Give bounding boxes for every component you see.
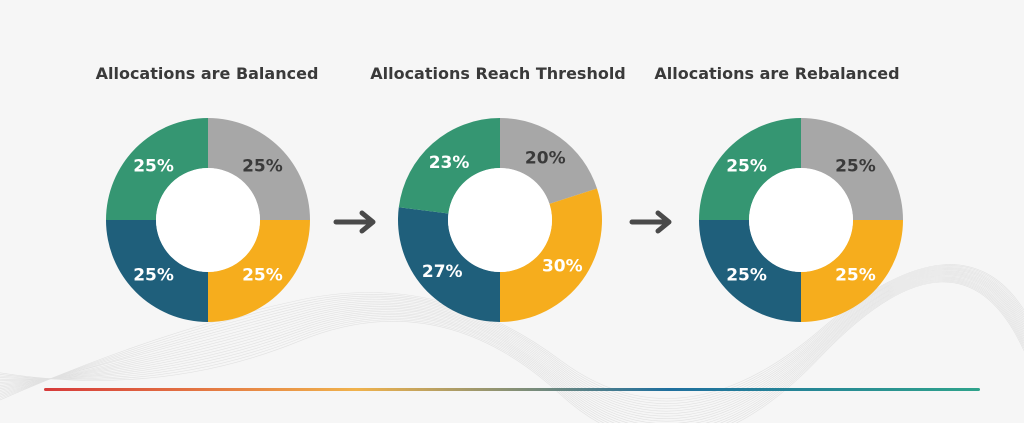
slice-label: 25% — [133, 157, 174, 177]
donut-slice — [106, 118, 208, 220]
wave-line — [0, 275, 1024, 423]
wave-line — [0, 272, 1024, 419]
wave-line — [0, 281, 1024, 423]
slice-label: 25% — [133, 265, 174, 285]
wave-line — [0, 264, 1024, 401]
wave-line — [0, 280, 1024, 423]
donut-chart-2: 20% 30% 27% 23% — [398, 118, 602, 322]
chart-title-rebalanced: Allocations are Rebalanced — [654, 64, 900, 83]
wave-line — [0, 267, 1024, 407]
slice-label: 25% — [242, 265, 283, 285]
wave-line — [0, 273, 1024, 422]
wave-line — [0, 269, 1024, 412]
arrow-right-icon — [629, 210, 672, 234]
donut-hole — [749, 168, 853, 272]
slice-label: 25% — [835, 157, 876, 177]
donut-hole — [448, 168, 552, 272]
donut-slice — [699, 118, 801, 220]
arrow-right-icon — [333, 210, 376, 234]
donut-slice — [500, 188, 602, 322]
wave-line — [0, 268, 1024, 409]
donut-slice — [801, 220, 903, 322]
donut-slice — [398, 207, 500, 322]
slice-label: 30% — [542, 256, 583, 276]
wave-line — [0, 277, 1024, 423]
wave-line — [0, 276, 1024, 423]
donut-slice — [699, 220, 801, 322]
donut-slice — [208, 118, 310, 220]
slice-label: 25% — [726, 157, 767, 177]
slice-label: 25% — [835, 265, 876, 285]
donut-slice — [208, 220, 310, 322]
slice-label: 25% — [726, 265, 767, 285]
slice-label: 25% — [242, 157, 283, 177]
donut-slice — [398, 118, 500, 214]
donut-slice — [801, 118, 903, 220]
donut-hole — [156, 168, 260, 272]
chart-title-balanced: Allocations are Balanced — [95, 64, 319, 83]
donut-chart-3: 25% 25% 25% 25% — [699, 118, 903, 322]
slice-label: 27% — [422, 262, 463, 282]
donut-chart-1: 25% 25% 25% 25% — [106, 118, 310, 322]
wave-line — [0, 265, 1024, 402]
wave-lines — [0, 264, 1024, 423]
chart-title-threshold: Allocations Reach Threshold — [370, 64, 626, 83]
wave-line — [0, 271, 1024, 417]
slice-label: 23% — [429, 153, 470, 173]
donut-slice — [500, 118, 598, 204]
slice-label: 20% — [525, 149, 566, 169]
wave-line — [0, 270, 1024, 414]
wave-line — [0, 266, 1024, 404]
gradient-bar — [44, 388, 980, 391]
wave-line — [0, 274, 1024, 423]
donut-slice — [106, 220, 208, 322]
